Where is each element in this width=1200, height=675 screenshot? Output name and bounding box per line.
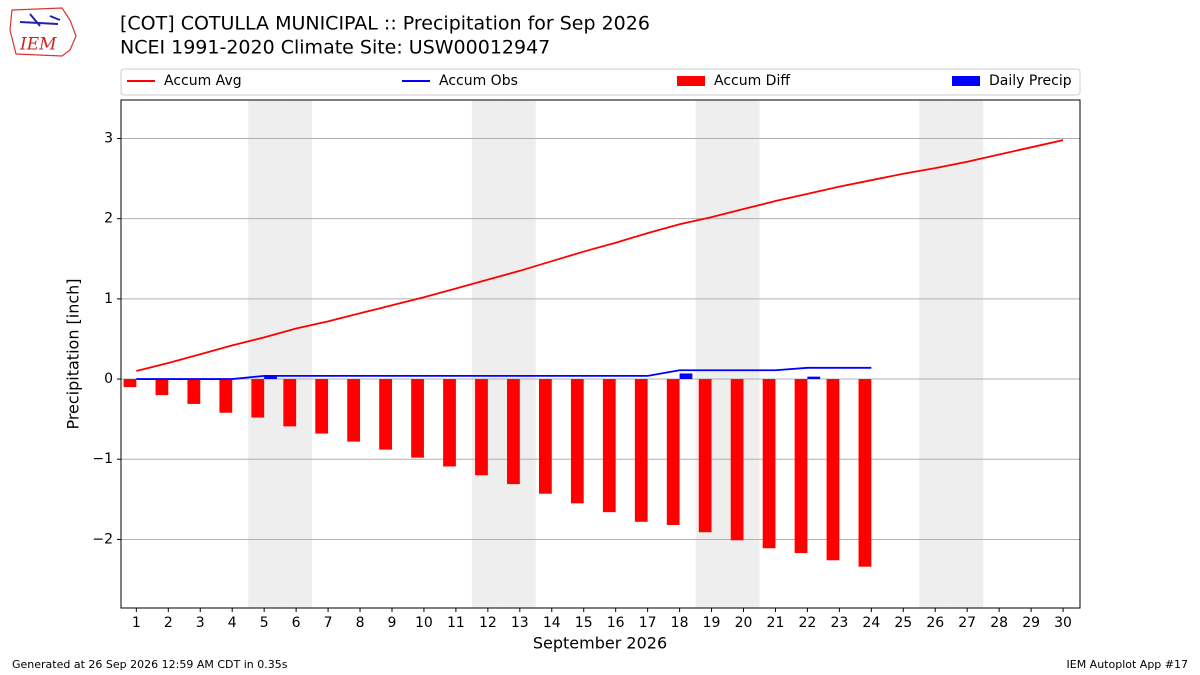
bar (251, 379, 265, 418)
bar (634, 379, 648, 522)
x-tick-label: 4 (228, 615, 237, 631)
x-tick-label: 11 (447, 615, 465, 631)
plot-frame (120, 99, 1081, 609)
y-tick-label: −1 (92, 451, 113, 467)
bar (283, 379, 297, 427)
bar (443, 379, 456, 467)
x-tick-label: 28 (990, 615, 1008, 631)
legend-label: Daily Precip (989, 73, 1072, 89)
bar (730, 379, 744, 541)
bar (570, 379, 584, 504)
x-tick-label: 2 (164, 615, 173, 631)
bar (475, 379, 488, 476)
y-tick-label: 0 (104, 371, 113, 387)
bar (679, 373, 693, 380)
bar (858, 379, 872, 567)
x-tick-label: 8 (356, 615, 365, 631)
x-tick-label: 7 (324, 615, 333, 631)
bar (187, 379, 201, 404)
bar (794, 379, 808, 554)
x-tick-label: 20 (735, 615, 753, 631)
x-tick-label: 1 (132, 615, 141, 631)
x-tick-label: 30 (1054, 615, 1072, 631)
x-tick-label: 25 (894, 615, 912, 631)
weekend-band (280, 100, 313, 608)
bar (538, 379, 552, 494)
x-tick-label: 13 (511, 615, 529, 631)
chart-subtitle: NCEI 1991-2020 Climate Site: USW00012947 (120, 37, 550, 59)
weekend-band (919, 100, 952, 608)
x-tick-label: 18 (671, 615, 689, 631)
legend: Accum Avg Accum Obs Accum Diff Daily Precip (120, 68, 1081, 96)
line (136, 139, 1064, 372)
bar (762, 379, 776, 549)
footer-left: Generated at 26 Sep 2026 12:59 AM CDT in… (12, 658, 288, 671)
y-tick-label: 2 (104, 211, 113, 227)
x-tick-label: 23 (830, 615, 848, 631)
logo-icon (19, 13, 61, 27)
bar (602, 379, 616, 513)
bar (264, 375, 277, 380)
x-tick-label: 6 (292, 615, 301, 631)
legend-box (120, 68, 1081, 96)
x-tick-label: 3 (196, 615, 205, 631)
bar (807, 376, 821, 380)
y-axis-label: Precipitation [inch] (64, 278, 83, 429)
x-tick-label: 14 (543, 615, 561, 631)
x-tick-label: 16 (607, 615, 625, 631)
x-tick-label: 12 (479, 615, 497, 631)
y-tick-label: 1 (104, 291, 113, 307)
bar (315, 379, 329, 434)
x-tick-label: 15 (575, 615, 593, 631)
x-tick-label: 19 (703, 615, 721, 631)
bar (507, 379, 520, 485)
x-tick-label: 5 (260, 615, 269, 631)
legend-swatch (952, 76, 980, 86)
x-tick-label: 21 (767, 615, 785, 631)
legend-label: Accum Diff (714, 73, 790, 89)
y-tick-label: 3 (104, 130, 113, 146)
bar (666, 379, 680, 526)
x-tick-label: 22 (799, 615, 817, 631)
x-tick-label: 24 (862, 615, 880, 631)
weekend-band (503, 100, 536, 608)
x-axis-label: September 2026 (533, 634, 667, 653)
legend-label: Accum Obs (439, 73, 518, 89)
bar (411, 379, 424, 458)
legend-label: Accum Avg (164, 73, 242, 89)
y-tick-label: −2 (92, 531, 113, 547)
logo-outline (9, 7, 77, 57)
chart-title: [COT] COTULLA MUNICIPAL :: Precipitation… (120, 13, 650, 35)
logo-text: IEM (19, 35, 57, 55)
bar (155, 379, 169, 396)
x-tick-label: 10 (415, 615, 433, 631)
x-tick-label: 17 (639, 615, 657, 631)
footer-right: IEM Autoplot App #17 (1067, 658, 1189, 671)
legend-swatch (677, 76, 705, 86)
x-tick-label: 9 (388, 615, 397, 631)
x-tick-label: 26 (926, 615, 944, 631)
bar (826, 379, 840, 561)
bar (698, 379, 712, 533)
bar (347, 379, 361, 442)
bar (379, 379, 392, 450)
line (136, 366, 872, 380)
bar (219, 379, 233, 413)
x-tick-label: 27 (958, 615, 976, 631)
weekend-band (471, 100, 504, 608)
bar (123, 379, 137, 388)
logo: IEM (9, 7, 77, 57)
weekend-band (248, 100, 281, 608)
x-tick-label: 29 (1022, 615, 1040, 631)
weekend-band (951, 100, 984, 608)
